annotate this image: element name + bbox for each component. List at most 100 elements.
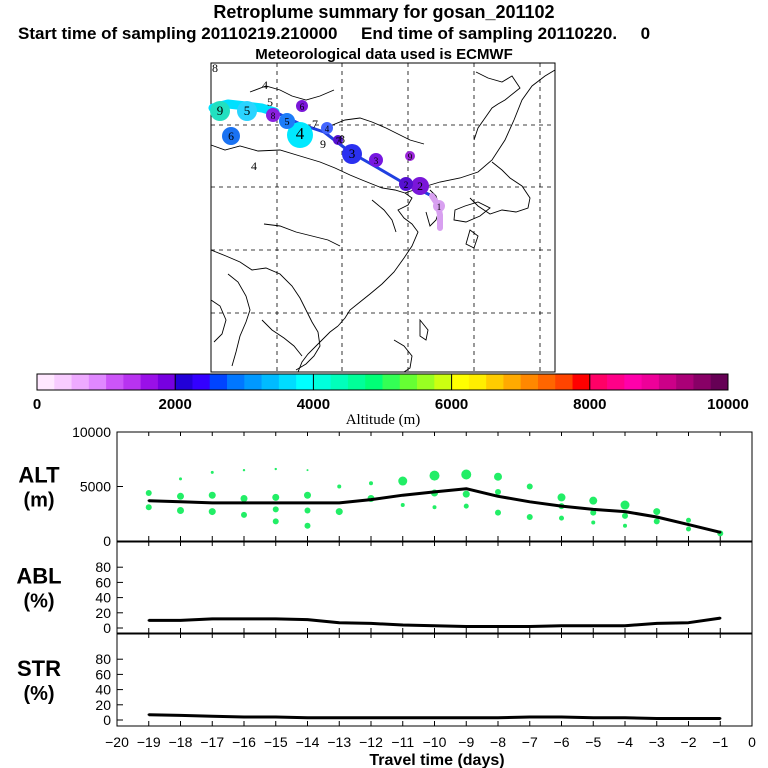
series-point: [687, 523, 690, 526]
y-tick-label: 20: [95, 697, 111, 713]
x-tick-label: −10: [423, 734, 447, 750]
x-tick-label: −7: [522, 734, 538, 750]
map-day-label: 8: [339, 132, 345, 146]
chart-title: Retroplume summary for gosan_201102: [213, 2, 555, 22]
series-point: [242, 617, 246, 621]
panel-frame: [116, 633, 753, 727]
colorbar-swatch: [399, 374, 418, 390]
series-point: [306, 618, 309, 621]
series-point: [496, 625, 500, 628]
trajectory-marker: [287, 122, 313, 148]
trajectory-marker: [321, 122, 333, 134]
colorbar-swatch: [37, 374, 55, 390]
trajectory-marker: [333, 135, 343, 145]
trajectory-marker-label: 4: [325, 124, 330, 134]
colorbar-tick-label: 10000: [707, 396, 749, 413]
colorbar-swatch: [157, 374, 176, 390]
trajectory-marker: [237, 101, 257, 121]
trajectory-marker-label: 3: [349, 146, 356, 161]
altitude-colorbar: 0 2000 4000 6000 8000 10000 Altitude (m): [33, 373, 749, 428]
x-tick-label: −15: [264, 734, 288, 750]
altitude-spread-point: [526, 483, 533, 490]
altitude-spread-point: [495, 509, 501, 516]
altitude-spread-point: [208, 491, 216, 499]
trajectory-marker-label: 4: [296, 124, 305, 143]
trajectory-marker-label: 9: [408, 152, 413, 162]
y-tick-label: 0: [103, 620, 111, 636]
series-point: [338, 501, 341, 505]
series-point: [211, 715, 214, 718]
trajectory-marker: [433, 200, 445, 212]
altitude-spread-point: [272, 493, 280, 501]
trajectory-marker-label: 2: [417, 180, 423, 193]
y-tick-label: 60: [95, 574, 111, 590]
series-point: [401, 623, 404, 627]
series-point: [655, 717, 658, 720]
colorbar-swatch: [365, 374, 383, 390]
trajectory-marker: [399, 177, 413, 191]
altitude-spread-point: [653, 518, 660, 525]
x-tick-label: −1: [712, 734, 728, 750]
series-point: [369, 498, 373, 501]
series-point: [496, 716, 500, 719]
panel-ylabel-units: (m): [23, 490, 54, 512]
altitude-spread-point: [462, 490, 470, 498]
series-point: [623, 624, 627, 627]
trajectory-marker: [296, 100, 308, 112]
series-point: [306, 501, 309, 505]
altitude-spread-point: [272, 518, 279, 525]
series-point: [211, 617, 214, 621]
y-tick-label: 5000: [80, 479, 111, 495]
altitude-spread-point: [242, 468, 246, 472]
series-point: [369, 716, 373, 719]
series-point: [623, 716, 627, 719]
met-data-line: Meteorological data used is ECMWF: [255, 46, 513, 63]
colorbar-swatch: [486, 374, 504, 390]
series-point: [147, 713, 150, 716]
y-tick-label: 40: [95, 590, 111, 606]
y-tick-label: 40: [95, 682, 111, 698]
colorbar-swatch: [468, 374, 487, 390]
map-day-label: 8: [212, 61, 218, 75]
colorbar-swatch: [175, 374, 193, 390]
series-point: [592, 716, 595, 719]
altitude-spread-point: [369, 481, 373, 486]
trajectory-marker-label: 3: [374, 156, 379, 166]
series-point: [433, 490, 436, 494]
colorbar-swatch: [278, 374, 297, 390]
series-point: [338, 621, 341, 624]
map-day-label: 4: [251, 159, 257, 173]
panel-frame: [116, 431, 753, 542]
altitude-spread-point: [241, 511, 247, 518]
colorbar-swatch: [244, 374, 262, 390]
colorbar-swatch: [382, 374, 401, 390]
series-point: [147, 619, 150, 622]
series-point: [274, 715, 277, 719]
x-tick-label: −3: [649, 734, 665, 750]
trajectory-marker-label: 1: [437, 202, 442, 212]
y-tick-label: 0: [103, 712, 111, 728]
series-point: [433, 716, 436, 719]
altitude-spread-point: [306, 469, 309, 472]
altitude-spread-point: [620, 500, 630, 510]
colorbar-swatch: [607, 374, 625, 390]
colorbar-swatch: [71, 374, 90, 390]
altitude-spread-point: [274, 467, 277, 471]
altitude-spread-point: [304, 491, 311, 499]
colorbar-swatch: [572, 374, 591, 390]
colorbar-swatch: [693, 374, 712, 390]
map-day-label: 7: [312, 117, 318, 131]
map-day-label: 9: [320, 137, 326, 151]
series-point: [147, 499, 150, 502]
trajectory-marker-label: 8: [271, 111, 276, 121]
altitude-spread-point: [177, 492, 184, 500]
trajectory-marker-label: 5: [244, 103, 251, 118]
altitude-spread-point: [461, 469, 472, 480]
series-point: [242, 715, 246, 719]
x-tick-label: −6: [554, 734, 570, 750]
colorbar-axis-label: Altitude (m): [346, 412, 421, 428]
time-series-panels: 0500010000ALT(m)020406080ABL(%)020406080…: [16, 424, 756, 768]
altitude-spread-point: [304, 522, 311, 529]
